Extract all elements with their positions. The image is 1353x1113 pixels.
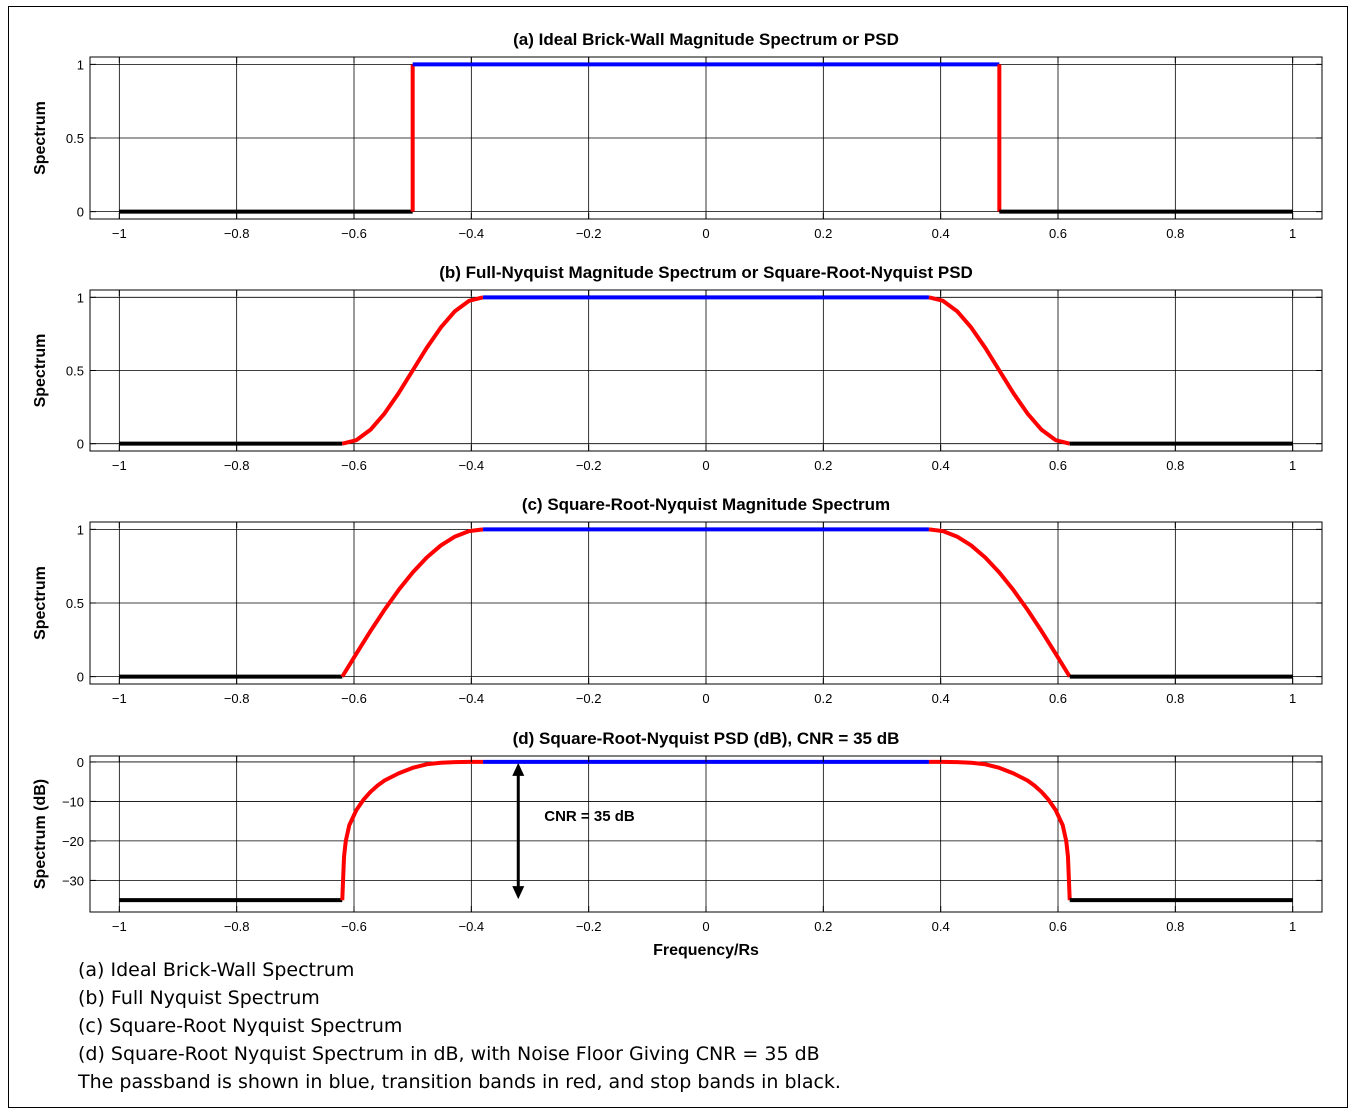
y-tick-label: 0.5 (66, 364, 84, 379)
spectrum-figure: −1 −0.8 −0.6 −0.4 −0.2 0 0.2 0.4 0.6 0.8 1 0 0.5 1 (a)… (32, 30, 1323, 959)
x-tick-label: 0.4 (932, 458, 950, 473)
y-tick-label: 0.5 (66, 131, 84, 146)
subplot-title: (c) Square-Root-Nyquist Magnitude Spectr… (522, 495, 890, 514)
x-tick-label: −0.2 (576, 919, 602, 934)
x-tick-label: 0 (702, 919, 709, 934)
x-tick-label: −1 (112, 226, 127, 241)
y-axis-label: Spectrum (dB) (32, 779, 49, 889)
x-tick-label: 0.8 (1166, 691, 1184, 706)
caption-line-c: (c) Square-Root Nyquist Spectrum (78, 1015, 403, 1037)
transition-band-line (928, 295, 1071, 446)
x-tick-label: −0.2 (576, 226, 602, 241)
y-tick-label: 1 (77, 57, 84, 72)
cnr-arrow-head-down (512, 886, 525, 900)
x-tick-label: −0.6 (341, 458, 367, 473)
x-tick-label: −0.6 (341, 226, 367, 241)
x-tick-label: −0.4 (458, 226, 484, 241)
subplot-c: −1 −0.8 −0.6 −0.4 −0.2 0 0.2 0.4 0.6 0.8 1 0 0.5 1 (c)… (32, 495, 1323, 706)
x-tick-label: −0.8 (224, 919, 250, 934)
x-tick-label: −1 (112, 691, 127, 706)
y-axis-label: Spectrum (32, 566, 49, 640)
y-tick-label: 1 (77, 522, 84, 537)
y-tick-label: −20 (62, 834, 84, 849)
x-tick-label: 1 (1289, 458, 1296, 473)
subplot-title: (a) Ideal Brick-Wall Magnitude Spectrum … (513, 30, 899, 49)
x-tick-label: 0.8 (1166, 919, 1184, 934)
x-axis-label: Frequency/Rs (653, 942, 759, 959)
y-tick-label: 0 (77, 437, 84, 452)
x-tick-label: 0.4 (932, 226, 950, 241)
x-tick-label: −0.8 (224, 226, 250, 241)
transition-band-line (341, 295, 484, 446)
transition-band-line (928, 527, 1072, 678)
x-tick-label: −0.4 (458, 691, 484, 706)
x-tick-label: −0.2 (576, 691, 602, 706)
y-tick-label: 0.5 (66, 596, 84, 611)
y-tick-label: −10 (62, 794, 84, 809)
x-tick-label: 0.6 (1049, 691, 1067, 706)
y-tick-label: 1 (77, 290, 84, 305)
x-tick-label: −1 (112, 458, 127, 473)
x-tick-label: 1 (1289, 226, 1296, 241)
x-tick-label: 0 (702, 691, 709, 706)
x-tick-label: 0.4 (932, 919, 950, 934)
subplot-title: (b) Full-Nyquist Magnitude Spectrum or S… (439, 263, 973, 282)
x-tick-label: 0.8 (1166, 226, 1184, 241)
subplot-d: −1 −0.8 −0.6 −0.4 −0.2 0 0.2 0.4 0.6 0.8 1 −30 −20 −1… (32, 729, 1323, 959)
caption-legend-note: The passband is shown in blue, transitio… (78, 1071, 841, 1093)
x-tick-label: −0.6 (341, 691, 367, 706)
transition-band-line (928, 759, 1072, 901)
x-tick-label: −1 (112, 919, 127, 934)
cnr-arrow-head-up (512, 762, 525, 776)
x-tick-label: 0 (702, 226, 709, 241)
x-tick-label: 1 (1289, 691, 1296, 706)
x-tick-label: 0.6 (1049, 919, 1067, 934)
x-tick-label: −0.6 (341, 919, 367, 934)
x-tick-label: 0.6 (1049, 458, 1067, 473)
subplot-b: −1 −0.8 −0.6 −0.4 −0.2 0 0.2 0.4 0.6 0.8 1 0 0.5 1 (b)… (32, 263, 1323, 473)
cnr-annotation: CNR = 35 dB (544, 808, 635, 825)
y-axis-label: Spectrum (32, 334, 49, 408)
x-tick-label: 0.6 (1049, 226, 1067, 241)
x-tick-label: 0.2 (814, 226, 832, 241)
y-tick-label: 0 (77, 755, 84, 770)
y-tick-label: −30 (62, 873, 84, 888)
x-tick-label: 0.8 (1166, 458, 1184, 473)
x-tick-label: −0.8 (224, 458, 250, 473)
figure-caption: (a) Ideal Brick-Wall Spectrum (b) Full N… (78, 956, 1318, 1096)
x-tick-label: 0.4 (932, 691, 950, 706)
x-tick-label: 0.2 (814, 919, 832, 934)
x-tick-label: 0.2 (814, 691, 832, 706)
caption-line-b: (b) Full Nyquist Spectrum (78, 987, 320, 1009)
caption-line-a: (a) Ideal Brick-Wall Spectrum (78, 959, 355, 981)
caption-line-d: (d) Square-Root Nyquist Spectrum in dB, … (78, 1043, 820, 1065)
subplot-a: −1 −0.8 −0.6 −0.4 −0.2 0 0.2 0.4 0.6 0.8 1 0 0.5 1 (a)… (32, 30, 1323, 241)
x-tick-label: −0.2 (576, 458, 602, 473)
x-tick-label: 0.2 (814, 458, 832, 473)
x-tick-label: −0.8 (224, 691, 250, 706)
x-tick-label: −0.4 (458, 458, 484, 473)
x-tick-label: 1 (1289, 919, 1296, 934)
transition-band-line (340, 527, 484, 678)
x-tick-label: 0 (702, 458, 709, 473)
subplot-title: (d) Square-Root-Nyquist PSD (dB), CNR = … (513, 729, 900, 748)
x-tick-label: −0.4 (458, 919, 484, 934)
y-axis-label: Spectrum (32, 101, 49, 175)
y-tick-label: 0 (77, 670, 84, 685)
y-tick-label: 0 (77, 205, 84, 220)
transition-band-line (340, 759, 484, 901)
